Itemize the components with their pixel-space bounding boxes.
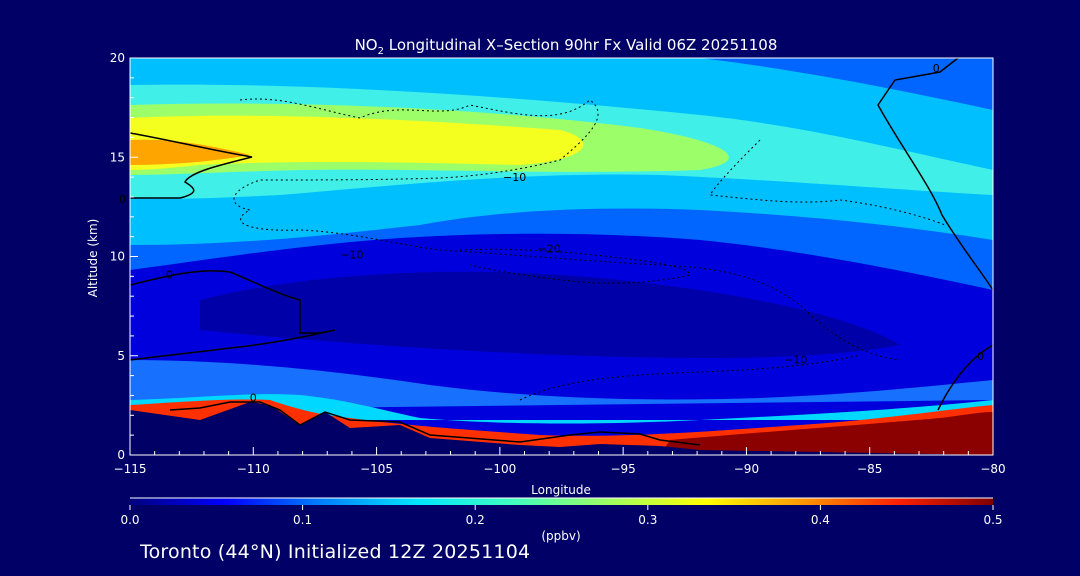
contour-label: −10 xyxy=(784,354,807,367)
contour-label: −20 xyxy=(538,243,561,256)
terrain-mask xyxy=(130,402,993,455)
contour-label: −10 xyxy=(503,171,526,184)
contour-label: 0 xyxy=(166,268,173,281)
colorbar-ticks: 0.0 0.1 0.2 0.3 0.4 0.5 xyxy=(120,497,1003,527)
contour-neg10-upper xyxy=(233,98,901,361)
x-tick-label: −105 xyxy=(360,462,393,476)
x-axis-label: Longitude xyxy=(531,483,591,497)
contour-lines xyxy=(129,57,994,446)
contour-neg10-east xyxy=(709,139,946,226)
contour-zero-east xyxy=(877,57,994,291)
field-dark-blue xyxy=(200,271,900,358)
contour-label: 0 xyxy=(250,391,257,404)
y-axis-label: Altitude (km) xyxy=(86,219,100,298)
contour-label: −10 xyxy=(340,249,363,262)
contour-zero-surface xyxy=(169,401,701,446)
title-subscript: 2 xyxy=(378,46,384,57)
y-tick-label: 20 xyxy=(110,51,125,65)
y-tick-label: 0 xyxy=(117,448,125,462)
y-tick-label: 5 xyxy=(117,349,125,363)
field-yellow xyxy=(130,115,584,170)
colorbar-unit-label: (ppbv) xyxy=(541,529,580,543)
colorbar-tick-label: 0.5 xyxy=(983,513,1002,527)
y-axis: 0 5 10 15 20 xyxy=(110,51,138,462)
field-orange xyxy=(130,139,250,165)
field-lower-cyan xyxy=(130,394,993,424)
x-tick-label: −100 xyxy=(483,462,516,476)
x-tick-label: −85 xyxy=(857,462,882,476)
y-tick-label: 15 xyxy=(110,150,125,164)
field-lower-blue xyxy=(130,360,993,410)
field-boundary-darkred xyxy=(660,412,993,455)
contour-zero-west-upper xyxy=(129,132,253,199)
plot-area: 0 0 0 0 0 −10 −10 −20 −10 xyxy=(119,57,994,456)
y-tick-label: 10 xyxy=(110,250,125,264)
x-tick-label: −90 xyxy=(734,462,759,476)
contour-label: 0 xyxy=(119,193,126,206)
contour-labels: 0 0 0 0 0 −10 −10 −20 −10 xyxy=(119,62,984,405)
colorbar-tick-label: 0.1 xyxy=(293,513,312,527)
chart-title: NO2 Longitudinal X–Section 90hr Fx Valid… xyxy=(355,36,778,57)
colorbar-tick-label: 0.3 xyxy=(638,513,657,527)
x-tick-label: −80 xyxy=(980,462,1005,476)
colorbar-tick-label: 0.4 xyxy=(811,513,830,527)
title-species: NO xyxy=(355,36,378,54)
concentration-field xyxy=(130,58,993,455)
colorbar-tick-label: 0.0 xyxy=(120,513,139,527)
colorbar: 0.0 0.1 0.2 0.3 0.4 0.5 (ppbv) xyxy=(120,497,1003,543)
contour-neg20 xyxy=(459,248,691,284)
contour-label: 0 xyxy=(933,62,940,75)
x-axis: −115 −110 −105 −100 −95 −90 −85 −80 xyxy=(114,447,1006,476)
contour-label: 0 xyxy=(977,350,984,363)
contour-zero-east-lower xyxy=(937,344,994,411)
x-tick-label: −115 xyxy=(114,462,147,476)
contour-zero-west-mid xyxy=(129,270,336,361)
footer-initialization-text: Toronto (44°N) Initialized 12Z 20251104 xyxy=(140,541,531,563)
colorbar-tick-label: 0.2 xyxy=(466,513,485,527)
title-rest: Longitudinal X–Section 90hr Fx Valid 06Z… xyxy=(384,36,777,54)
colorbar-gradient xyxy=(130,498,993,505)
x-tick-label: −95 xyxy=(610,462,635,476)
x-tick-label: −110 xyxy=(237,462,270,476)
